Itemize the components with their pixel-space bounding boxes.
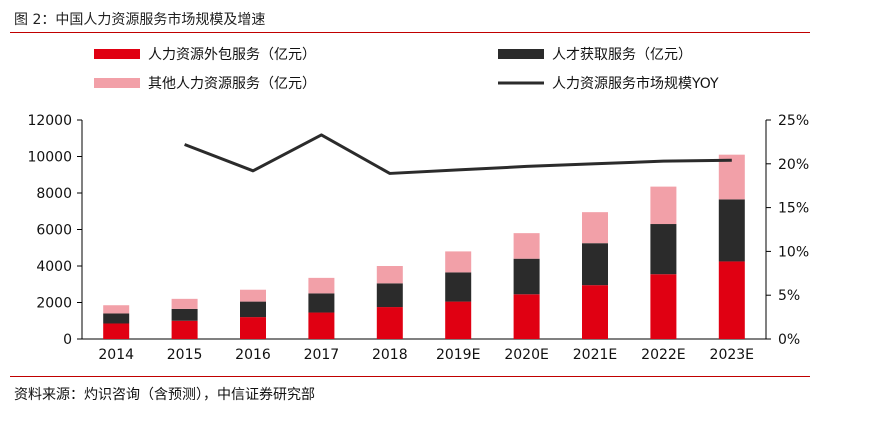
bar-series [103, 155, 745, 339]
bar-talent [377, 283, 403, 307]
bar-other [377, 266, 403, 283]
bar-talent [582, 243, 608, 285]
x-tick-label: 2017 [304, 347, 340, 363]
left-tick-label: 6000 [36, 223, 72, 239]
legend-swatch-outsourcing [94, 49, 140, 59]
right-tick-label: 20% [778, 157, 809, 173]
bar-outsourcing [240, 317, 266, 339]
legend: 人力资源外包服务（亿元） 人才获取服务（亿元） 其他人力资源服务（亿元） 人力资… [94, 47, 719, 92]
right-tick-label: 15% [778, 201, 809, 217]
bar-talent [240, 302, 266, 318]
bar-other [514, 233, 540, 259]
x-tick-label: 2020E [504, 347, 548, 363]
bar-other [582, 212, 608, 243]
left-tick-label: 0 [63, 332, 72, 348]
bar-outsourcing [650, 274, 676, 339]
right-tick-label: 5% [778, 288, 800, 304]
yoy-line [185, 135, 732, 174]
x-tick-label: 2019E [436, 347, 480, 363]
bar-outsourcing [172, 321, 198, 339]
bar-talent [103, 313, 129, 323]
left-axis-ticks: 0 2000 4000 6000 8000 10000 12000 [27, 113, 82, 348]
bottom-rule [10, 376, 810, 377]
source-note: 资料来源：灼识咨询（含预测），中信证券研究部 [14, 384, 315, 404]
bar-talent [514, 259, 540, 295]
left-tick-label: 8000 [36, 186, 72, 202]
legend-swatch-other [94, 78, 140, 88]
bar-talent [172, 309, 198, 321]
bar-outsourcing [377, 307, 403, 339]
right-tick-label: 0% [778, 332, 800, 348]
bar-talent [445, 272, 471, 301]
right-tick-label: 25% [778, 113, 809, 129]
left-tick-label: 4000 [36, 259, 72, 275]
legend-label-outsourcing: 人力资源外包服务（亿元） [148, 47, 316, 63]
bar-talent [719, 199, 745, 261]
legend-swatch-talent [498, 49, 544, 59]
bar-talent [308, 293, 334, 312]
x-tick-label: 2016 [235, 347, 271, 363]
bar-other [308, 278, 334, 294]
yoy-line-series [185, 135, 732, 174]
legend-label-yoy: 人力资源服务市场规模YOY [552, 75, 719, 92]
right-tick-label: 10% [778, 244, 809, 260]
bar-other [103, 305, 129, 313]
bar-other [172, 299, 198, 309]
x-tick-label: 2023E [710, 347, 754, 363]
x-tick-label: 2021E [573, 347, 617, 363]
bar-other [650, 187, 676, 224]
bar-outsourcing [582, 285, 608, 339]
left-tick-label: 2000 [36, 296, 72, 312]
bar-other [445, 251, 471, 272]
bar-outsourcing [719, 261, 745, 339]
x-tick-label: 2022E [641, 347, 685, 363]
x-tick-label: 2018 [372, 347, 408, 363]
bar-other [240, 290, 266, 302]
right-axis-ticks: 0% 5% 10% 15% 20% 25% [766, 113, 809, 348]
bar-outsourcing [514, 294, 540, 339]
bar-outsourcing [445, 302, 471, 339]
legend-label-talent: 人才获取服务（亿元） [552, 47, 692, 63]
legend-label-other: 其他人力资源服务（亿元） [148, 76, 316, 92]
bar-talent [650, 224, 676, 274]
x-tick-label: 2015 [167, 347, 203, 363]
x-axis-ticks: 2014 2015 2016 2017 2018 2019E 2020E 2021E 2022E… [98, 347, 754, 363]
left-tick-label: 12000 [27, 113, 72, 129]
chart-canvas: 人力资源外包服务（亿元） 人才获取服务（亿元） 其他人力资源服务（亿元） 人力资… [0, 0, 871, 427]
x-tick-label: 2014 [98, 347, 134, 363]
bar-outsourcing [103, 323, 129, 339]
bar-outsourcing [308, 313, 334, 339]
left-tick-label: 10000 [27, 150, 72, 166]
